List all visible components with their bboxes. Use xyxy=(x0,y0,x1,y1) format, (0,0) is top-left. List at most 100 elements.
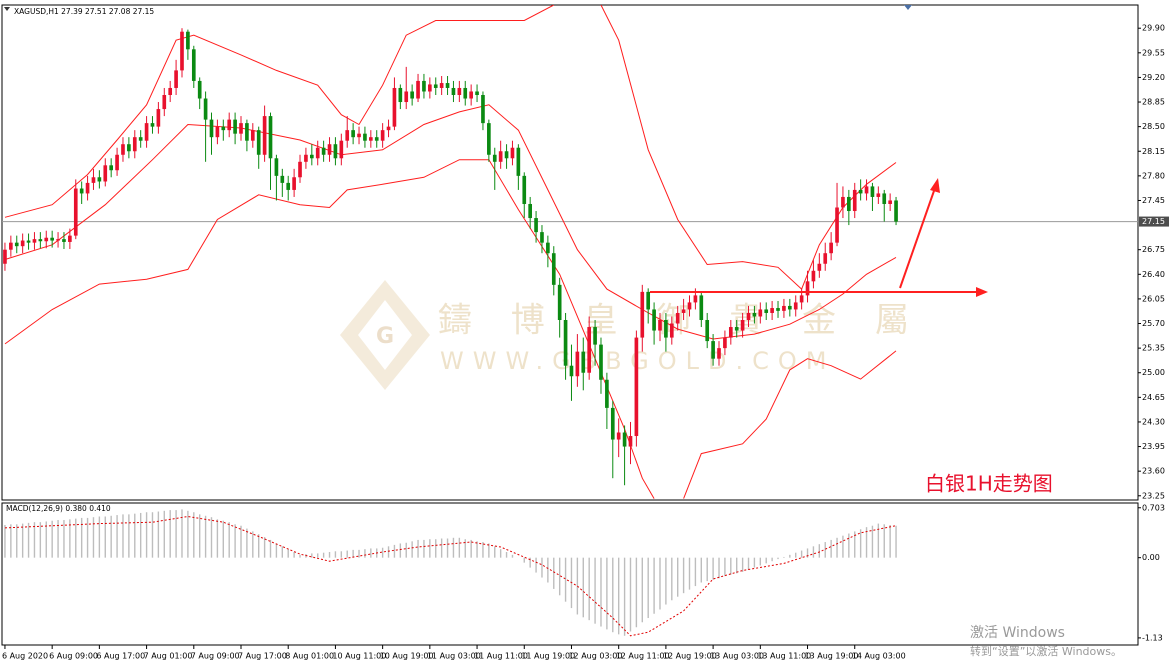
y-tick-label: 28.85 xyxy=(1142,98,1165,107)
candle-body xyxy=(734,327,739,331)
candle-body xyxy=(864,186,869,194)
candle-body xyxy=(286,182,291,190)
candle-body xyxy=(280,175,285,183)
y-tick-label: 23.25 xyxy=(1142,491,1165,500)
candle-body xyxy=(764,309,769,313)
y-tick-label: 26.40 xyxy=(1142,270,1165,279)
candle-body xyxy=(882,193,887,204)
candle-body xyxy=(563,320,568,366)
candle-body xyxy=(640,291,645,338)
candle-body xyxy=(14,242,19,247)
x-tick-label: 7 Aug 09:00 xyxy=(191,652,240,661)
x-tick-label: 7 Aug 17:00 xyxy=(238,652,287,661)
candle-body xyxy=(752,312,757,317)
x-tick-label: 7 Aug 01:00 xyxy=(144,652,193,661)
candle-body xyxy=(26,240,31,243)
y-tick-label: 26.75 xyxy=(1142,245,1165,254)
candle-body xyxy=(793,302,798,310)
candle-body xyxy=(770,308,774,313)
x-tick-label: 12 Aug 19:00 xyxy=(663,652,717,661)
candle-body xyxy=(91,177,96,183)
x-tick-label: 14 Aug 03:00 xyxy=(852,652,906,661)
x-tick-label: 8 Aug 01:00 xyxy=(285,652,334,661)
candle-body xyxy=(20,240,25,247)
candle-body xyxy=(309,154,314,159)
candle-body xyxy=(687,302,692,310)
candle-body xyxy=(487,123,491,155)
candle-body xyxy=(829,242,833,254)
candle-body xyxy=(888,200,892,204)
candle-body xyxy=(56,239,60,241)
candle-body xyxy=(9,242,13,250)
candle-body xyxy=(103,165,108,182)
candle-body xyxy=(675,312,680,324)
candle-body xyxy=(551,253,556,285)
candle-body xyxy=(398,87,403,103)
candle-body xyxy=(186,31,190,50)
candle-body xyxy=(203,98,208,120)
candle-body xyxy=(404,91,409,103)
candle-body xyxy=(451,87,456,95)
x-tick-label: 6 Aug 2020 xyxy=(2,652,48,661)
candle-body xyxy=(32,239,37,243)
candle-body xyxy=(587,327,592,373)
candle-body xyxy=(817,263,822,271)
x-tick-label: 13 Aug 03:00 xyxy=(710,652,764,661)
candle-body xyxy=(174,70,178,88)
candle-body xyxy=(250,130,255,141)
candle-body xyxy=(315,147,320,159)
y-tick-label: 0.703 xyxy=(1142,503,1165,512)
drawn-arrows xyxy=(650,178,988,297)
candle-body xyxy=(622,432,627,447)
macd-frame xyxy=(1,502,1139,646)
y-tick-label: 0.00 xyxy=(1142,553,1160,562)
last-price-label: 27.15 xyxy=(1142,217,1165,226)
candle-body xyxy=(79,188,84,194)
candle-body xyxy=(575,351,580,377)
candle-body xyxy=(162,95,167,110)
candle-body xyxy=(132,137,137,152)
annotation: 白银1H走势图 xyxy=(925,472,1053,496)
y-tick-label: 28.50 xyxy=(1142,122,1165,131)
candle-body xyxy=(540,232,544,243)
candle-body xyxy=(274,158,279,176)
candle-body xyxy=(121,144,125,155)
candle-body xyxy=(717,348,721,359)
y-tick-label: 28.15 xyxy=(1142,147,1165,156)
candle-body xyxy=(215,126,220,138)
candle-body xyxy=(616,432,621,440)
candle-body xyxy=(304,154,308,162)
candle-body xyxy=(428,84,432,92)
svg-text:G: G xyxy=(376,324,394,349)
x-tick-label: 11 Aug 11:00 xyxy=(474,652,528,661)
candle-body xyxy=(646,291,651,310)
candle-body xyxy=(73,188,78,236)
candle-body xyxy=(746,312,751,320)
candle-body xyxy=(115,154,119,171)
candle-body xyxy=(528,203,532,219)
candle-body xyxy=(38,239,43,242)
candle-body xyxy=(569,365,574,377)
candle-body xyxy=(3,249,7,264)
candle-body xyxy=(239,123,243,134)
candle-body xyxy=(209,119,214,138)
candle-body xyxy=(534,218,538,233)
candle-body xyxy=(469,91,473,99)
candle-body xyxy=(510,147,515,159)
candle-body xyxy=(699,295,704,320)
candle-body xyxy=(711,341,715,359)
candle-body xyxy=(669,323,674,338)
candle-body xyxy=(298,161,302,178)
watermark-logo: G xyxy=(340,280,430,390)
candle-body xyxy=(327,144,332,155)
candle-body xyxy=(498,151,503,162)
macd-title: MACD(12,26,9) 0.380 0.410 xyxy=(6,504,111,513)
candle-body xyxy=(180,31,184,71)
candle-body xyxy=(363,133,367,141)
band-line xyxy=(4,515,897,637)
candle-body xyxy=(457,87,462,95)
candle-body xyxy=(546,242,550,254)
candle-body xyxy=(138,137,143,141)
main-frame xyxy=(1,4,1139,501)
candle-body xyxy=(333,144,338,159)
